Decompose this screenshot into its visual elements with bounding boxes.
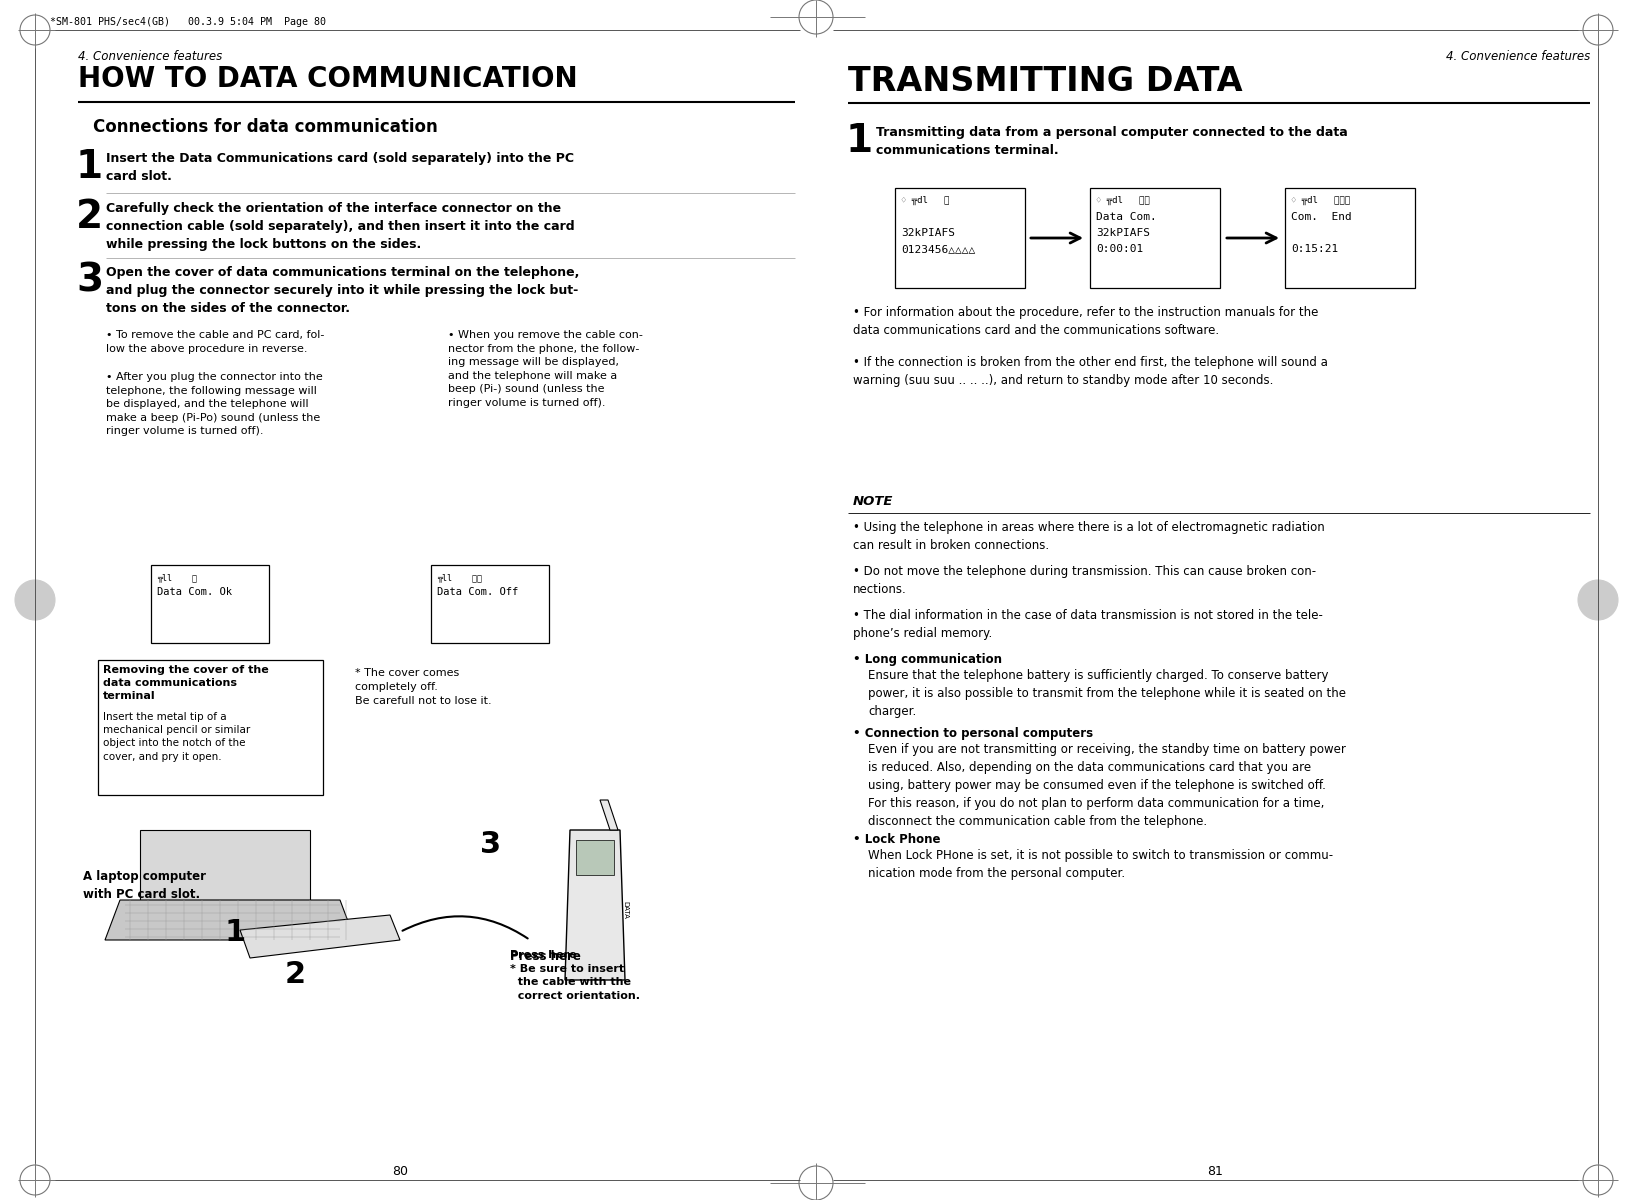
Text: ♢ ╦dl   ⒶⒶⒶ: ♢ ╦dl ⒶⒶⒶ <box>1291 196 1350 205</box>
Text: 0:15:21: 0:15:21 <box>1291 244 1338 254</box>
Text: NOTE: NOTE <box>852 494 893 508</box>
Circle shape <box>1577 580 1617 620</box>
Bar <box>894 188 1025 288</box>
Polygon shape <box>565 830 625 980</box>
Text: 0:00:01: 0:00:01 <box>1095 244 1142 254</box>
Text: 1: 1 <box>77 148 103 186</box>
Text: ╦ll    ⒶⒶ: ╦ll ⒶⒶ <box>437 572 481 582</box>
Text: Removing the cover of the
data communications
terminal: Removing the cover of the data communica… <box>103 665 269 701</box>
Text: • If the connection is broken from the other end first, the telephone will sound: • If the connection is broken from the o… <box>852 356 1327 386</box>
Text: HOW TO DATA COMMUNICATION: HOW TO DATA COMMUNICATION <box>78 65 578 92</box>
Polygon shape <box>599 800 617 830</box>
Text: ╦ll    Ⓐ: ╦ll Ⓐ <box>157 572 197 582</box>
Text: Insert the Data Communications card (sold separately) into the PC
card slot.: Insert the Data Communications card (sol… <box>106 152 574 182</box>
Text: 2: 2 <box>286 960 305 989</box>
Text: 32kPIAFS: 32kPIAFS <box>901 228 955 238</box>
Polygon shape <box>104 900 354 940</box>
Text: Even if you are not transmitting or receiving, the standby time on battery power: Even if you are not transmitting or rece… <box>868 743 1345 828</box>
Text: 4. Convenience features: 4. Convenience features <box>1444 50 1590 62</box>
Text: Data Com. Ok: Data Com. Ok <box>157 587 232 596</box>
Text: Data Com.: Data Com. <box>1095 212 1155 222</box>
Text: DATA: DATA <box>622 901 628 919</box>
Text: 81: 81 <box>1206 1165 1222 1178</box>
Text: ♢ ╦dl   Ⓐ: ♢ ╦dl Ⓐ <box>901 196 948 205</box>
Text: • The dial information in the case of data transmission is not stored in the tel: • The dial information in the case of da… <box>852 608 1322 640</box>
Bar <box>1284 188 1415 288</box>
Text: A laptop computer
with PC card slot.: A laptop computer with PC card slot. <box>83 870 206 901</box>
Text: * The cover comes
completely off.
Be carefull not to lose it.: * The cover comes completely off. Be car… <box>354 668 491 706</box>
Text: Open the cover of data communications terminal on the telephone,
and plug the co: Open the cover of data communications te… <box>106 266 579 314</box>
Bar <box>431 565 548 643</box>
Text: Press here: Press here <box>509 950 581 962</box>
Polygon shape <box>240 914 400 958</box>
Text: ♢ ╦dl   ⒶⒶ: ♢ ╦dl ⒶⒶ <box>1095 196 1149 205</box>
Text: Insert the metal tip of a
mechanical pencil or similar
object into the notch of : Insert the metal tip of a mechanical pen… <box>103 712 250 762</box>
Text: • To remove the cable and PC card, fol-
low the above procedure in reverse.: • To remove the cable and PC card, fol- … <box>106 330 325 354</box>
Text: Data Com. Off: Data Com. Off <box>437 587 517 596</box>
Text: Transmitting data from a personal computer connected to the data
communications : Transmitting data from a personal comput… <box>875 126 1346 157</box>
Text: 3: 3 <box>77 262 103 300</box>
Text: TRANSMITTING DATA: TRANSMITTING DATA <box>847 65 1242 98</box>
Text: • Using the telephone in areas where there is a lot of electromagnetic radiation: • Using the telephone in areas where the… <box>852 521 1324 552</box>
Text: *SM-801 PHS/sec4(GB)   00.3.9 5:04 PM  Page 80: *SM-801 PHS/sec4(GB) 00.3.9 5:04 PM Page… <box>51 17 326 26</box>
Text: • After you plug the connector into the
telephone, the following message will
be: • After you plug the connector into the … <box>106 372 323 437</box>
Text: • Long communication: • Long communication <box>852 653 1002 666</box>
Text: When Lock PHone is set, it is not possible to switch to transmission or commu-
n: When Lock PHone is set, it is not possib… <box>868 850 1332 880</box>
Text: • Connection to personal computers: • Connection to personal computers <box>852 727 1092 740</box>
Text: Connections for data communication: Connections for data communication <box>93 118 437 136</box>
Text: 80: 80 <box>392 1165 408 1178</box>
Text: 3: 3 <box>480 830 501 859</box>
Text: 32kPIAFS: 32kPIAFS <box>1095 228 1149 238</box>
Text: 2: 2 <box>77 198 103 236</box>
Text: 1: 1 <box>845 122 873 160</box>
Circle shape <box>15 580 55 620</box>
Bar <box>1089 188 1219 288</box>
Text: Ensure that the telephone battery is sufficiently charged. To conserve battery
p: Ensure that the telephone battery is suf… <box>868 670 1345 718</box>
Text: 1: 1 <box>225 918 246 947</box>
Bar <box>150 565 269 643</box>
Polygon shape <box>140 830 310 900</box>
Text: • When you remove the cable con-
nector from the phone, the follow-
ing message : • When you remove the cable con- nector … <box>447 330 643 408</box>
Text: Com.  End: Com. End <box>1291 212 1351 222</box>
Bar <box>98 660 323 794</box>
Text: • For information about the procedure, refer to the instruction manuals for the
: • For information about the procedure, r… <box>852 306 1317 337</box>
Bar <box>576 840 614 875</box>
Text: Press here
* Be sure to insert
  the cable with the
  correct orientation.: Press here * Be sure to insert the cable… <box>509 950 640 1001</box>
Text: 4. Convenience features: 4. Convenience features <box>78 50 222 62</box>
Text: • Do not move the telephone during transmission. This can cause broken con-
nect: • Do not move the telephone during trans… <box>852 565 1315 596</box>
Text: • Lock Phone: • Lock Phone <box>852 833 940 846</box>
Text: Carefully check the orientation of the interface connector on the
connection cab: Carefully check the orientation of the i… <box>106 202 574 251</box>
Text: 0123456△△△△: 0123456△△△△ <box>901 244 974 254</box>
